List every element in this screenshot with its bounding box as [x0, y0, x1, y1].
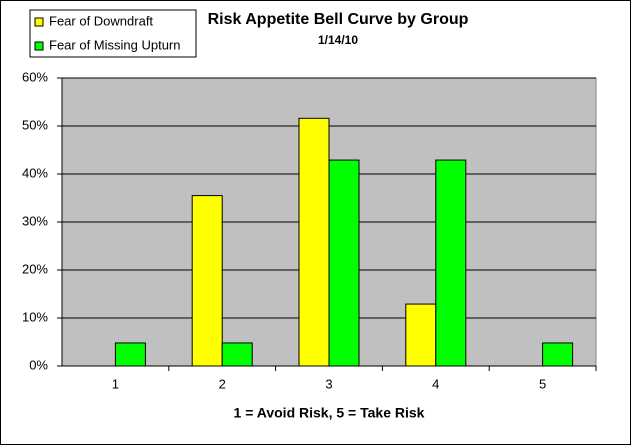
y-tick-label: 20% [22, 261, 48, 276]
legend-label: Fear of Missing Upturn [49, 37, 181, 52]
x-axis-label: 1 = Avoid Risk, 5 = Take Risk [234, 405, 425, 421]
legend-box [29, 9, 197, 58]
x-tick-label: 3 [325, 376, 332, 391]
y-tick-label: 0% [29, 357, 48, 372]
bar [542, 342, 574, 367]
x-tick-label: 2 [219, 376, 226, 391]
legend-swatch [34, 41, 44, 51]
legend-label: Fear of Downdraft [49, 13, 153, 28]
y-tick-label: 10% [22, 309, 48, 324]
chart-title: Risk Appetite Bell Curve by Group [208, 11, 469, 28]
y-tick-label: 40% [22, 165, 48, 180]
x-tick-label: 5 [539, 376, 546, 391]
y-tick-label: 30% [22, 213, 48, 228]
bar [221, 342, 253, 367]
legend-swatch [34, 17, 44, 27]
bar [114, 342, 146, 367]
bar [328, 159, 360, 367]
y-tick-label: 50% [22, 117, 48, 132]
bar [298, 117, 330, 367]
bar [191, 195, 223, 367]
bar [435, 159, 467, 367]
bar [405, 303, 437, 367]
x-tick-label: 1 [112, 376, 119, 391]
chart-subtitle: 1/14/10 [318, 33, 358, 47]
y-tick-label: 60% [22, 69, 48, 84]
x-tick-label: 4 [432, 376, 439, 391]
